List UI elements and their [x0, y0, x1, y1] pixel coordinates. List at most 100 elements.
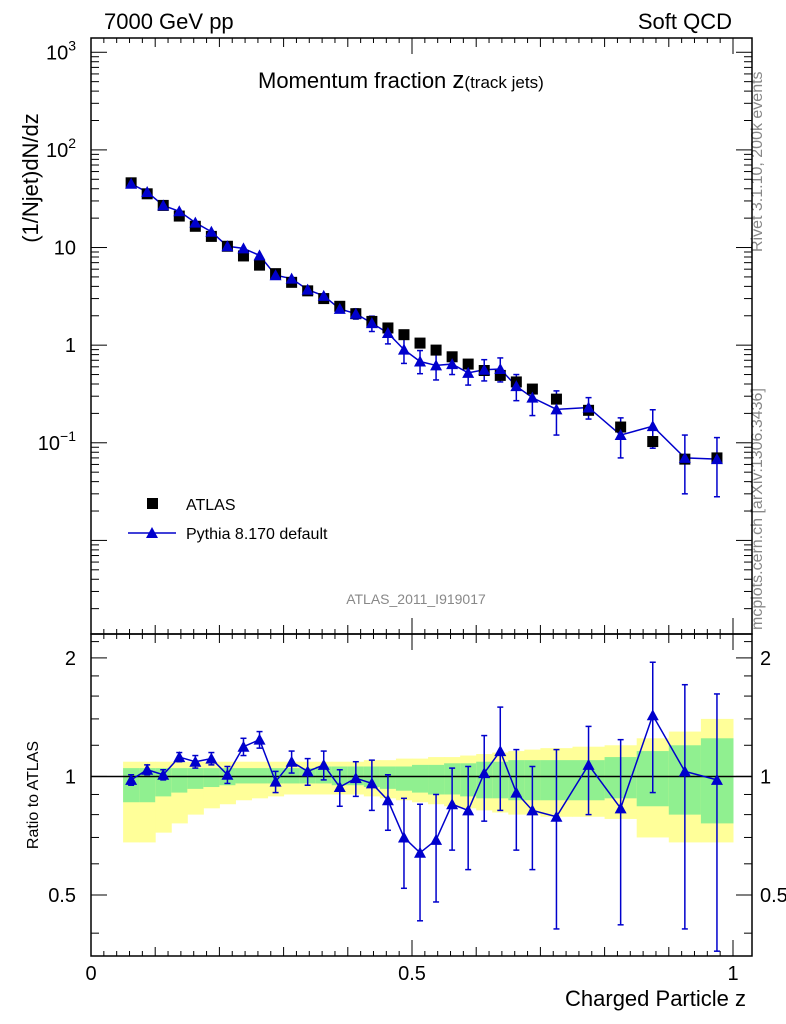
pythia-point — [526, 391, 539, 403]
ratio-pythia-point — [269, 775, 282, 787]
atlas-point — [462, 358, 474, 370]
legend-pythia-marker — [146, 527, 158, 538]
ratio-pythia-point — [301, 765, 314, 777]
ratio-y-tick-label-left: 0.5 — [48, 885, 76, 907]
pythia-point — [349, 307, 362, 319]
mcplots-source-label: mcplots.cern.ch [arXiv:1306.3436] — [749, 388, 766, 630]
pythia-point — [550, 403, 563, 415]
pythia-point — [173, 205, 186, 217]
ratio-pythia-point — [414, 846, 427, 858]
pythia-point — [430, 359, 443, 371]
ratio-pythia-point — [221, 768, 234, 780]
ratio-band-inner — [428, 764, 445, 795]
ratio-pythia-point — [285, 755, 298, 767]
x-tick-label: 1 — [727, 963, 738, 985]
y-tick-label: 1 — [65, 335, 76, 357]
atlas-point — [615, 421, 627, 433]
ratio-band-inner — [395, 766, 413, 791]
ratio-band-inner — [187, 768, 204, 789]
y-axis-label: (1/Njet)dN/dz — [18, 113, 43, 243]
ratio-pythia-point — [253, 733, 266, 745]
ratio-pythia-point — [478, 767, 491, 779]
ratio-pythia-point — [446, 798, 459, 810]
ratio-pythia-point — [381, 794, 394, 806]
pythia-point — [333, 302, 346, 314]
plot-title: Momentum fraction z(track jets) — [258, 67, 544, 94]
pythia-point — [221, 240, 234, 252]
legend-atlas-label: ATLAS — [186, 497, 236, 514]
ratio-pythia-point — [141, 763, 154, 775]
pythia-point — [582, 401, 595, 413]
ratio-y-axis-label: Ratio to ATLAS — [25, 741, 42, 849]
pythia-line — [130, 183, 717, 460]
main-plot-frame — [90, 37, 753, 635]
pythia-point — [614, 429, 627, 441]
atlas-point — [398, 329, 410, 341]
y-tick-label: 10−1 — [38, 428, 76, 455]
pythia-point — [365, 317, 378, 329]
ratio-pythia-point — [510, 786, 523, 798]
legend-pythia-label: Pythia 8.170 default — [186, 526, 328, 543]
pythia-point — [125, 177, 138, 189]
ratio-pythia-point — [614, 802, 627, 814]
ratio-band-inner — [203, 768, 220, 788]
atlas-point — [237, 250, 249, 262]
pythia-point — [414, 355, 427, 367]
atlas-point — [550, 393, 562, 405]
ratio-pythia-point — [494, 745, 507, 757]
ratio-band-inner — [171, 768, 188, 793]
pythia-point — [205, 225, 218, 237]
ratio-y-tick-label-left: 1 — [65, 766, 76, 788]
ratio-pythia-point — [317, 758, 330, 770]
ratio-pythia-point — [646, 709, 659, 721]
y-tick-label: 10 — [54, 238, 76, 260]
analysis-id: ATLAS_2011_I919017 — [346, 591, 486, 607]
pythia-point — [141, 186, 154, 198]
ratio-pythia-point — [125, 773, 138, 785]
x-tick-label: 0.5 — [398, 963, 426, 985]
pythia-point — [253, 249, 266, 261]
pythia-point — [510, 380, 523, 392]
pythia-point — [678, 451, 691, 463]
ratio-y-tick-label-right: 0.5 — [760, 885, 786, 907]
pythia-point — [478, 363, 491, 375]
pythia-point — [494, 362, 507, 374]
atlas-point — [254, 259, 266, 271]
ratio-pythia-point — [205, 752, 218, 764]
ratio-pythia-point — [237, 740, 250, 752]
plot-title-sub: (track jets) — [464, 73, 543, 92]
atlas-point — [494, 369, 506, 381]
ratio-pythia-point — [710, 773, 723, 785]
ratio-plot-frame — [90, 633, 753, 957]
ratio-pythia-point — [349, 772, 362, 784]
header-energy: 7000 GeV pp — [104, 9, 234, 34]
pythia-point — [397, 343, 410, 355]
ratio-pythia-point — [678, 765, 691, 777]
pythia-point — [301, 283, 314, 295]
ratio-pythia-point — [430, 833, 443, 845]
x-axis-label: Charged Particle z — [565, 986, 746, 1011]
plot-title-z: z — [452, 67, 464, 94]
atlas-point — [430, 344, 442, 356]
legend-atlas-marker — [147, 498, 158, 509]
ratio-y-tick-label-right: 1 — [760, 766, 771, 788]
ratio-band-inner — [412, 764, 429, 793]
ratio-pythia-point — [189, 755, 202, 767]
ratio-pythia-point — [333, 781, 346, 793]
ratio-y-tick-label-left: 2 — [65, 648, 76, 670]
y-tick-label: 103 — [46, 37, 76, 64]
pythia-point — [285, 272, 298, 284]
ratio-pythia-point — [582, 758, 595, 770]
ratio-pythia-point — [550, 810, 563, 822]
ratio-pythia-point — [526, 804, 539, 816]
pythia-point — [446, 358, 459, 370]
atlas-point — [446, 351, 458, 363]
pythia-point — [157, 199, 170, 211]
ratio-pythia-point — [365, 777, 378, 789]
plot-title-main: Momentum fraction — [258, 68, 452, 93]
ratio-band-inner — [155, 768, 172, 797]
rivet-version-label: Rivet 3.1.10, 200k events — [749, 71, 766, 252]
ratio-pythia-point — [157, 768, 170, 780]
ratio-y-tick-label-right: 2 — [760, 648, 771, 670]
